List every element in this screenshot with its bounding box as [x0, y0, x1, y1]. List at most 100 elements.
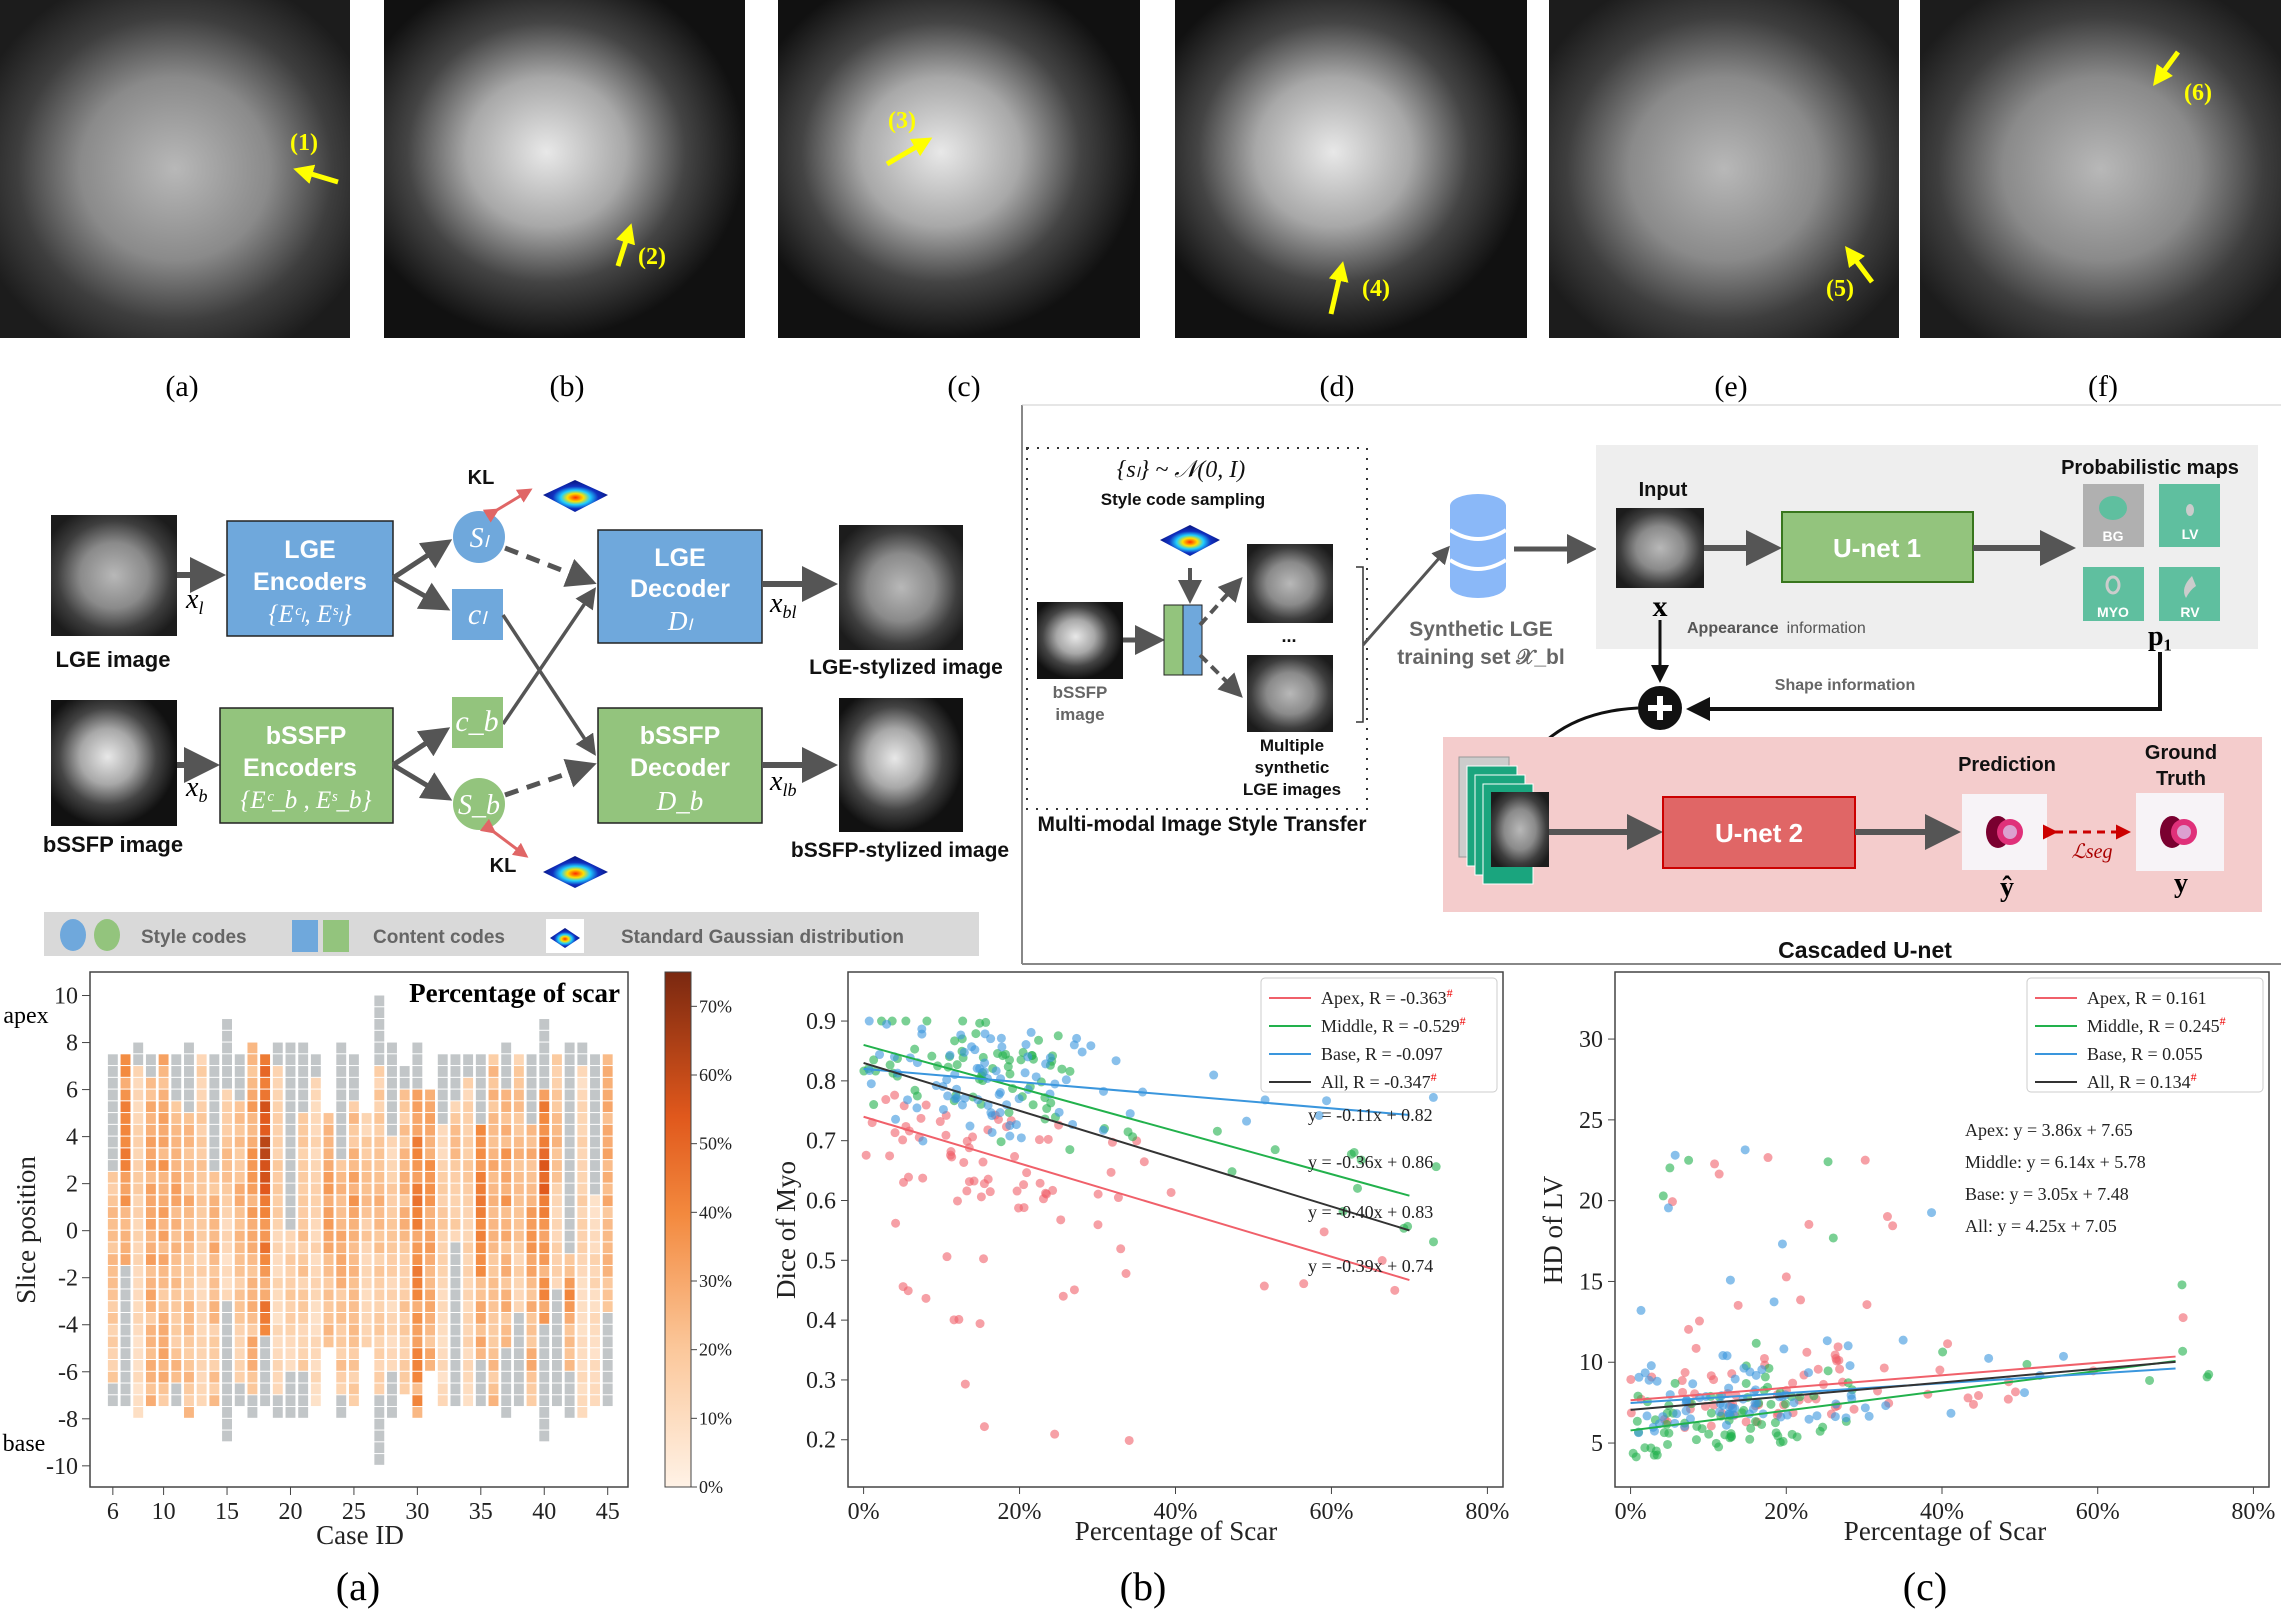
- scatter-point-middle: [1270, 1145, 1280, 1155]
- heatmap-cell: [234, 1160, 245, 1171]
- colorbar-tick-label: 20%: [699, 1340, 732, 1360]
- heatmap-cell: [551, 1383, 562, 1395]
- heatmap-cell: [450, 1336, 461, 1348]
- heatmap-cell: [247, 1383, 258, 1395]
- scatter-point-base: [1011, 1120, 1021, 1130]
- heatmap-cell: [285, 1124, 296, 1136]
- heatmap-cell: [184, 1242, 194, 1254]
- heatmap-cell: [513, 1148, 524, 1160]
- heatmap-cell: [412, 1042, 423, 1054]
- heatmap-cell: [184, 1371, 194, 1383]
- scatter-point-base: [983, 1100, 993, 1110]
- y-tick-label: 0.5: [806, 1248, 836, 1274]
- heatmap-cell: [412, 1360, 423, 1371]
- y-tick-label: -4: [58, 1313, 78, 1339]
- scatter-point-apex: [1050, 1429, 1060, 1439]
- scatter-point-middle: [1633, 1391, 1643, 1401]
- legend-entry: All, R = -0.347#: [1321, 1070, 1437, 1092]
- heatmap-cell: [196, 1336, 207, 1348]
- heatmap-cell: [222, 1183, 232, 1195]
- bssfp-decoder-subtitle: Decoder: [630, 754, 730, 782]
- heatmap-cell: [196, 1124, 207, 1136]
- heatmap-cell: [272, 1360, 283, 1371]
- heatmap-cell: [374, 1171, 385, 1183]
- heatmap-cell: [234, 1324, 245, 1336]
- heatmap-cell: [348, 1371, 359, 1383]
- heatmap-cell: [399, 1348, 410, 1360]
- sampling-formula: {sₗ} ~ 𝒩(0, I): [1117, 457, 1245, 483]
- heatmap-cell: [577, 1195, 588, 1207]
- heatmap-cell: [171, 1395, 182, 1407]
- heatmap-cell: [374, 1371, 385, 1383]
- heatmap-cell: [551, 1207, 562, 1218]
- heatmap-cell: [539, 1242, 550, 1254]
- panel-label: (e): [1714, 370, 1747, 403]
- heatmap-cell: [475, 1113, 486, 1124]
- scatter-point-base: [1777, 1239, 1787, 1249]
- arrow-icon: [615, 223, 636, 267]
- heatmap-cell: [488, 1183, 499, 1195]
- scatter-point-base: [1005, 1131, 1015, 1141]
- heatmap-cell: [171, 1066, 182, 1077]
- heatmap-cell: [513, 1218, 524, 1230]
- heatmap-cell: [501, 1171, 512, 1183]
- heatmap-cell: [437, 1383, 448, 1395]
- heatmap-cell: [196, 1207, 207, 1218]
- heatmap-cell: [602, 1136, 613, 1148]
- heatmap-cell: [564, 1171, 575, 1183]
- scatter-point-apex: [1166, 1187, 1176, 1197]
- heatmap-cell: [145, 1242, 156, 1254]
- heatmap-cell: [488, 1171, 499, 1183]
- y-tick-label: 0.9: [806, 1009, 836, 1035]
- heatmap-cell: [145, 1336, 156, 1348]
- heatmap-cell: [133, 1066, 144, 1077]
- heatmap-cell: [425, 1207, 436, 1218]
- heatmap-cell: [450, 1101, 461, 1113]
- heatmap-cell: [488, 1265, 499, 1277]
- heatmap-cell: [272, 1395, 283, 1407]
- heatmap-cell: [133, 1395, 144, 1407]
- scatter-point-middle: [1684, 1155, 1694, 1165]
- scatter-point-base: [1722, 1351, 1732, 1361]
- heatmap-cell: [145, 1124, 156, 1136]
- heatmap-cell: [374, 1019, 385, 1030]
- heatmap-cell: [260, 1077, 271, 1089]
- axis-ticks: 0% 20% 40% 60% 80%0.20.30.40.50.60.70.80.9: [806, 1009, 1509, 1525]
- map-rv: [2159, 567, 2220, 621]
- kl-label-top: KL: [468, 467, 495, 489]
- scatter-point-apex: [1882, 1212, 1892, 1222]
- heatmap-cell: [184, 1101, 194, 1113]
- diagram-legend: Style codes Content codes Standard Gauss…: [44, 912, 979, 956]
- heatmap-cell: [463, 1183, 474, 1195]
- heatmap-cell: [551, 1089, 562, 1101]
- heatmap-cell: [602, 1265, 613, 1277]
- heatmap-cell: [285, 1289, 296, 1301]
- heatmap-cell: [513, 1066, 524, 1077]
- heatmap-cell: [475, 1136, 486, 1148]
- heatmap-cell: [234, 1054, 245, 1066]
- database-icon: [1448, 494, 1508, 598]
- heatmap-cell: [336, 1265, 347, 1277]
- heatmap-cell: [145, 1113, 156, 1124]
- scatter-point-middle: [993, 1049, 1003, 1059]
- heatmap-cell: [551, 1336, 562, 1348]
- heatmap-cell: [450, 1254, 461, 1265]
- synthetic-label: LGE images: [1243, 780, 1341, 799]
- scatter-point-apex: [1113, 1193, 1123, 1203]
- heatmap-cell: [209, 1383, 220, 1395]
- heatmap-cell: [551, 1124, 562, 1136]
- scatter-point-base: [1658, 1412, 1668, 1422]
- heatmap-cell: [107, 1171, 118, 1183]
- mri-image: [0, 0, 350, 338]
- bssfp-input-image: [51, 700, 177, 826]
- heatmap-cell: [260, 1207, 271, 1218]
- heatmap-cell: [387, 1042, 397, 1054]
- scatter-point-base: [942, 1075, 952, 1085]
- heatmap-cell: [501, 1289, 512, 1301]
- heatmap-cell: [602, 1218, 613, 1230]
- heatmap-cell: [602, 1148, 613, 1160]
- heatmap-cell: [539, 1160, 550, 1171]
- heatmap-cell: [133, 1183, 144, 1195]
- heatmap-cell: [374, 1113, 385, 1124]
- heatmap-cell: [590, 1230, 600, 1242]
